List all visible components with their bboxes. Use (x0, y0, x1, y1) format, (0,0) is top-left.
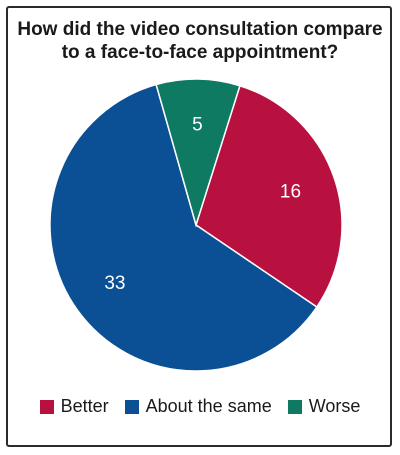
legend-item-better: Better (39, 396, 109, 417)
data-label-about-the-same: 33 (104, 273, 125, 294)
legend-label-worse: Worse (308, 396, 361, 416)
legend-label-about-the-same: About the same (145, 396, 272, 416)
pie-slice-better (195, 84, 343, 309)
chart-title: How did the video consultation compare t… (10, 18, 390, 64)
legend-item-about-the-same: About the same (124, 396, 272, 417)
legend-label-better: Better (60, 396, 109, 416)
pie-slice-about-the-same (49, 83, 318, 372)
legend-swatch-better (39, 399, 54, 414)
legend-swatch-about-the-same (124, 399, 139, 414)
chart-title-line-1: How did the video consultation compare (17, 19, 383, 40)
data-label-better: 16 (280, 182, 301, 203)
legend-swatch-worse (287, 399, 302, 414)
data-label-worse: 5 (192, 115, 203, 136)
chart-title-line-2: to a face-to-face appointment? (61, 42, 339, 63)
pie-slice-worse (155, 78, 241, 228)
chart-legend: Better About the same Worse (0, 396, 400, 417)
legend-item-worse: Worse (287, 396, 361, 417)
